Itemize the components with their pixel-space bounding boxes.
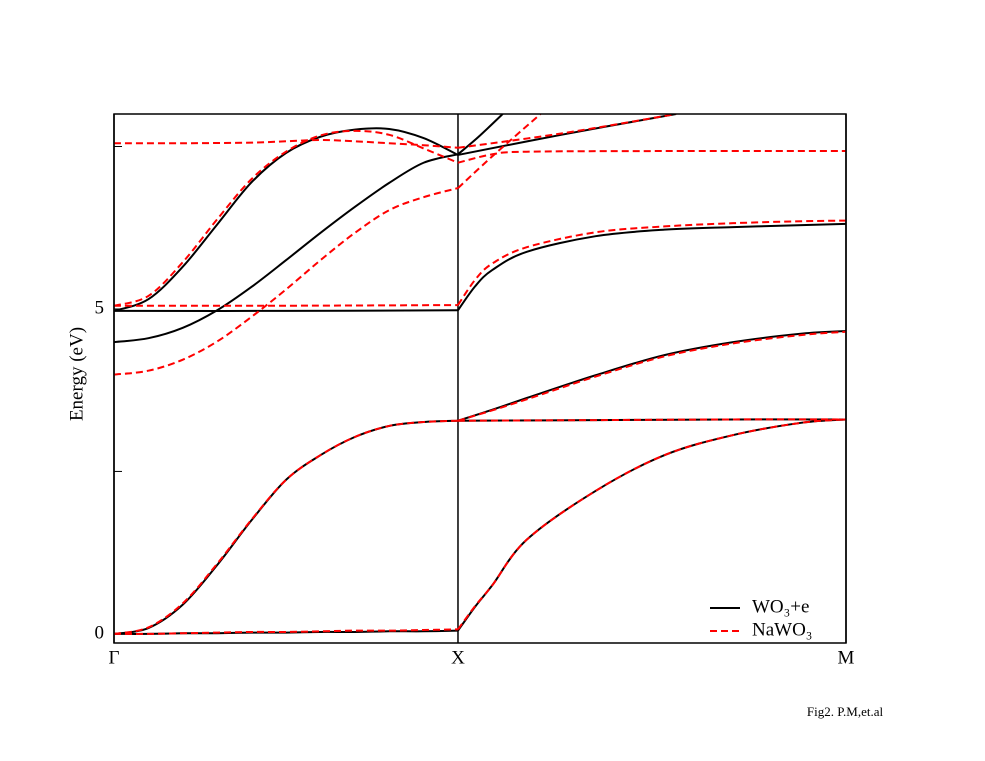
band-line [114, 154, 458, 342]
band-line [114, 421, 458, 634]
band-line [458, 221, 846, 305]
plot-area [114, 114, 846, 634]
band-line [458, 224, 846, 310]
legend-label: NaWO₃ [752, 619, 812, 640]
band-line [114, 305, 458, 306]
x-tick-label: Γ [109, 647, 120, 668]
band-line [114, 128, 458, 311]
y-tick-label: 0 [95, 622, 105, 643]
band-line [114, 421, 458, 634]
x-tick-label: X [451, 647, 465, 668]
band-line [458, 331, 846, 421]
band-line [114, 140, 458, 148]
band-line [458, 114, 676, 148]
y-axis-label: Energy (eV) [66, 327, 87, 421]
plot-frame [114, 114, 846, 643]
band-line [458, 151, 846, 163]
y-tick-label: 5 [95, 297, 105, 318]
band-line [114, 310, 458, 311]
legend-label: WO₃+e [752, 596, 809, 617]
annotation: Fig2. P.M,et.al [807, 704, 884, 719]
x-tick-label: M [838, 647, 855, 668]
band-line [458, 332, 846, 421]
band-line [114, 131, 458, 306]
